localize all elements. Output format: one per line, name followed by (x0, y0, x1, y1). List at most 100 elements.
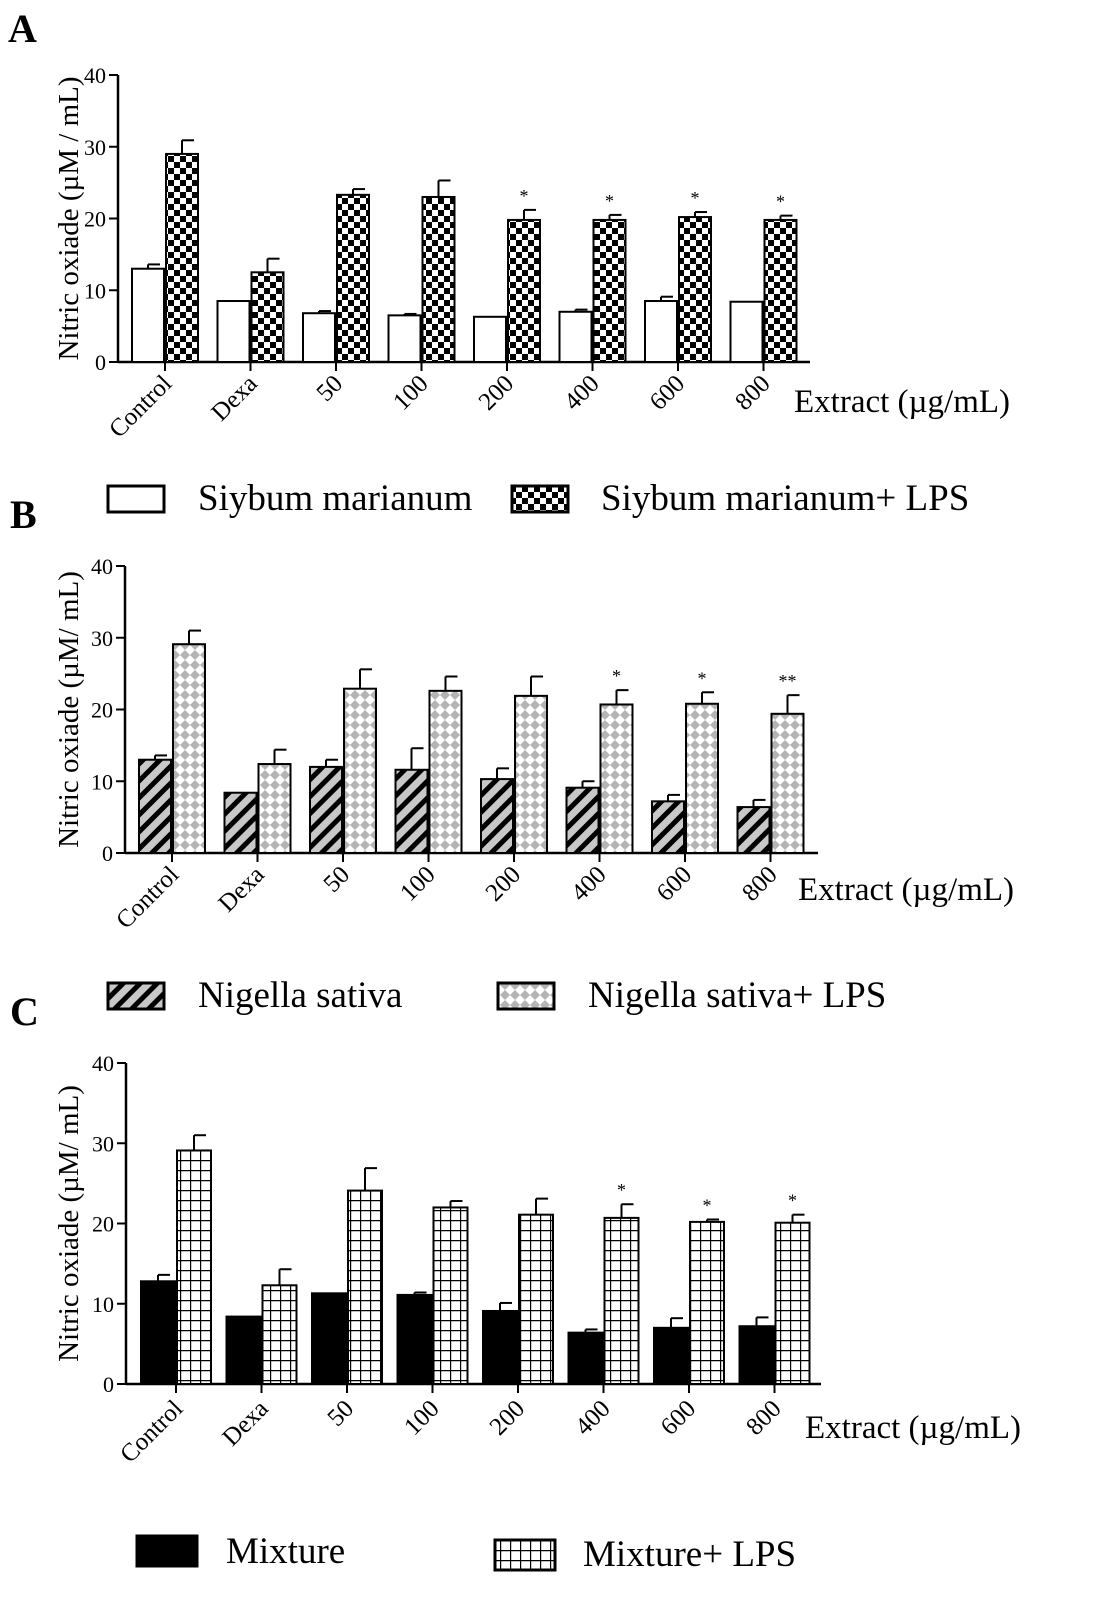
y-tick-label: 30 (92, 1131, 114, 1156)
y-tick-label: 10 (92, 1292, 114, 1317)
bar-extract (482, 1309, 518, 1386)
bar-extract (738, 1325, 775, 1385)
bar-extract-lps (507, 218, 541, 363)
y-tick-label: 0 (102, 841, 113, 866)
x-tick-label: Dexa (213, 861, 269, 917)
y-tick-label: 10 (84, 278, 106, 303)
x-tick-label: Dexa (206, 370, 262, 426)
bar-extract-lps (421, 195, 456, 363)
significance-marker: * (698, 668, 707, 688)
bar-extract (131, 267, 165, 364)
legend-label: Nigella sativa+ LPS (588, 975, 886, 1016)
legend-swatch (106, 484, 166, 514)
legend-swatch (106, 981, 166, 1011)
x-axis-unit-label: Extract (µg/mL) (805, 1410, 1021, 1446)
bar-extract (651, 800, 685, 855)
x-tick-label: 200 (485, 1395, 531, 1441)
x-tick-label: Control (104, 370, 177, 443)
legend: Nigella sativa Nigella sativa+ LPS (106, 975, 886, 1016)
x-tick-label: 50 (311, 370, 348, 407)
bar-extract (736, 806, 771, 855)
bar-extract-lps (774, 1221, 811, 1386)
bar-extract-lps (518, 1213, 554, 1385)
significance-marker: * (612, 666, 621, 686)
bar-extract (480, 778, 514, 854)
bar-extract (309, 765, 343, 855)
x-tick-label: 50 (318, 861, 355, 898)
bar-extract (140, 1280, 176, 1386)
significance-marker: * (617, 1180, 626, 1200)
y-axis-label: Nitric oxiade (µM/ mL) (53, 571, 85, 848)
panel-letter: C (10, 989, 39, 1034)
bar-extract (394, 768, 429, 855)
significance-marker: * (776, 192, 785, 212)
legend-label: Nigella sativa (198, 975, 402, 1016)
significance-marker: * (703, 1195, 712, 1215)
legend: Mixture Mixture+ LPS (135, 1531, 796, 1575)
significance-marker: * (605, 191, 614, 211)
significance-marker: ** (779, 671, 797, 691)
x-axis-unit-label: Extract (µg/mL) (798, 872, 1014, 908)
bar-extract (225, 1315, 262, 1385)
bar-extract (311, 1292, 347, 1386)
bar-extract (396, 1293, 433, 1385)
y-tick-label: 20 (91, 698, 113, 723)
y-axis-label: Nitric oxiade (µM/ mL) (53, 1085, 85, 1362)
bar-extract (473, 315, 507, 363)
x-tick-label: 400 (559, 370, 605, 416)
legend-label: Siybum marianum (198, 478, 473, 519)
legend-label: Siybum marianum+ LPS (601, 478, 969, 519)
bar-extract-lps (172, 643, 206, 855)
x-tick-label: 100 (388, 370, 434, 416)
panel-letter: A (8, 6, 37, 51)
y-tick-label: 30 (91, 626, 113, 651)
bar-extract-lps (343, 687, 377, 854)
y-tick-label: 0 (95, 350, 106, 375)
y-tick-label: 0 (103, 1372, 114, 1397)
bar-extract-lps (176, 1149, 212, 1386)
bar-extract (558, 310, 593, 363)
bar-extract-lps (261, 1284, 298, 1385)
x-tick-label: 100 (399, 1395, 445, 1441)
bar-extract-lps (603, 1216, 640, 1385)
y-tick-label: 30 (84, 135, 106, 160)
bar-extract (216, 300, 251, 364)
x-tick-label: 100 (395, 861, 441, 907)
panel-letter: B (10, 492, 37, 537)
x-tick-label: 800 (737, 861, 783, 907)
legend: Siybum marianum Siybum marianum+ LPS (106, 478, 969, 519)
bar-extract (138, 758, 172, 854)
x-tick-label: 600 (652, 861, 698, 907)
x-tick-label: Control (111, 861, 184, 934)
bar-extract (565, 786, 600, 855)
bar-extract-lps (685, 702, 719, 855)
bar-extract (567, 1331, 604, 1386)
x-tick-label: 400 (570, 1395, 616, 1441)
y-tick-label: 40 (91, 554, 113, 579)
x-axis-unit-label: Extract (µg/mL) (794, 384, 1010, 420)
bar-extract-lps (336, 193, 370, 363)
bar-extract-lps (763, 218, 798, 363)
x-tick-label: 600 (645, 370, 691, 416)
bar-extract-lps (514, 694, 548, 854)
bar-extract-lps (428, 689, 463, 854)
significance-marker: * (788, 1191, 797, 1211)
y-tick-label: 40 (92, 1051, 114, 1076)
bar-extract (302, 312, 336, 363)
bar-extract-lps (165, 152, 199, 363)
significance-marker: * (691, 188, 700, 208)
bar-extract-lps (347, 1189, 383, 1386)
bar-extract-lps (678, 216, 712, 363)
bar-extract-lps (592, 218, 627, 363)
legend-swatch (510, 484, 570, 514)
bar-extract-lps (432, 1206, 469, 1385)
bar-extract (387, 314, 422, 363)
panel-c: C 0 10 20 30 40 Nitric oxiade (µM/ mL) Control D… (10, 989, 1021, 1575)
y-tick-label: 20 (92, 1212, 114, 1237)
bar-extract-lps (689, 1220, 725, 1386)
x-tick-label: 50 (322, 1395, 359, 1432)
x-tick-label: 600 (656, 1395, 702, 1441)
